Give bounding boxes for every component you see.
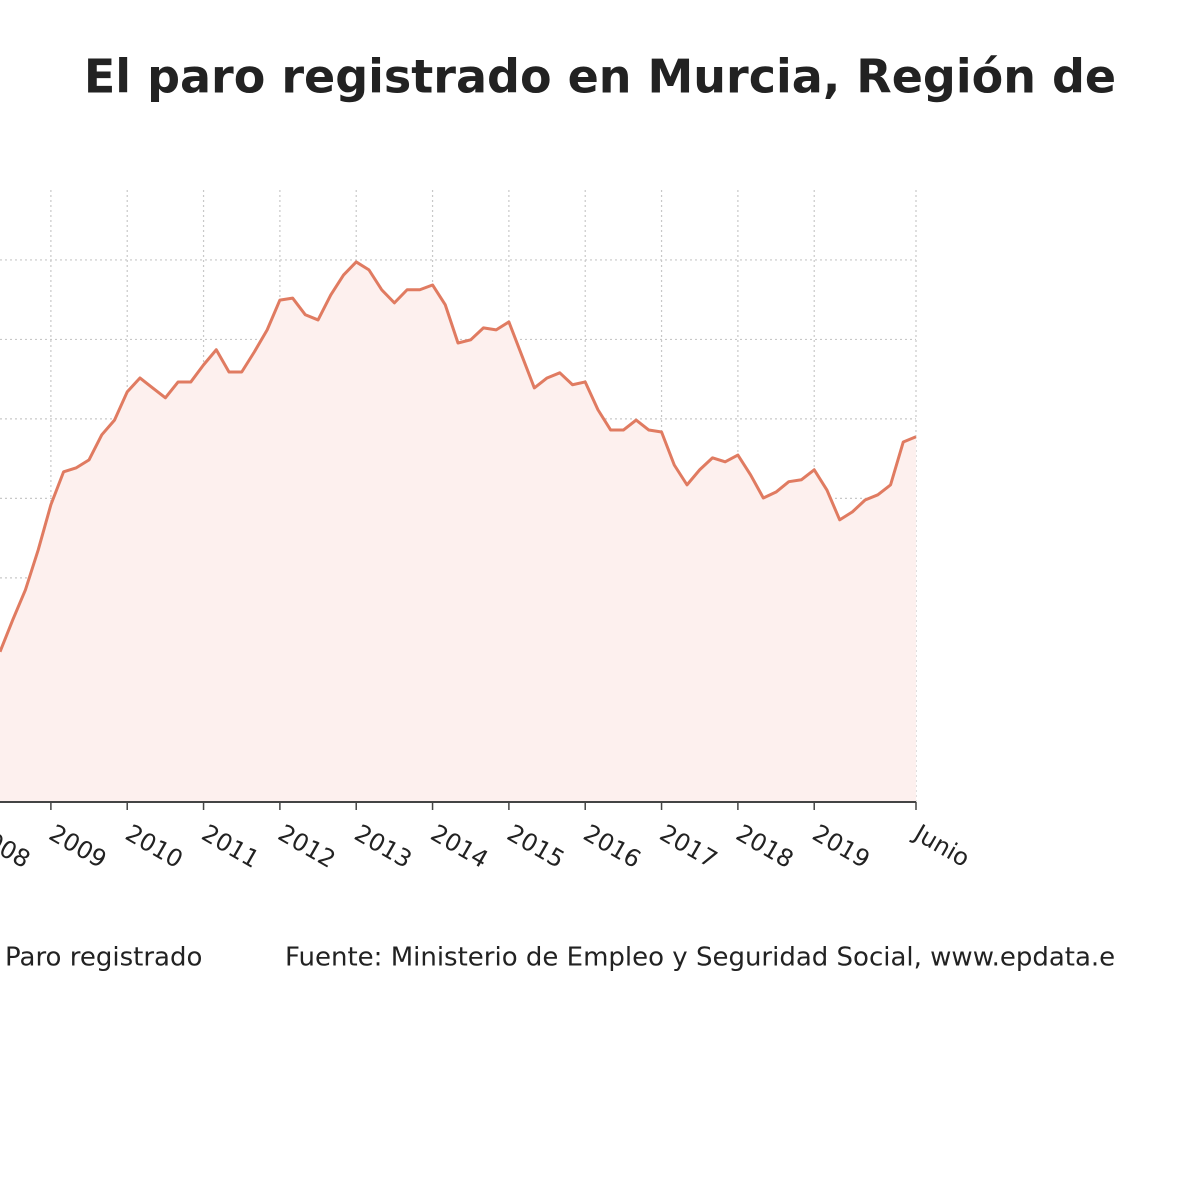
x-tick-label: Junio (908, 818, 975, 873)
x-tick-label: 2014 (426, 819, 493, 874)
x-tick-label: 2013 (350, 819, 417, 874)
x-tick-label: 2009 (44, 819, 111, 874)
x-tick-label: 2011 (197, 819, 264, 874)
x-tick-label: 2017 (655, 819, 722, 874)
x-tick-label: 2016 (579, 819, 646, 874)
chart-title: El paro registrado en Murcia, Región de (84, 50, 1116, 104)
line (0, 260, 917, 653)
x-tick-label: 2018 (731, 819, 798, 874)
legend-entry: Paro registrado (5, 943, 202, 973)
x-tick-label: 2008 (0, 819, 35, 874)
x-tick-label: 2015 (502, 819, 569, 874)
x-tick-label: 2010 (121, 819, 188, 874)
x-tick-label: 2012 (273, 819, 340, 874)
source: Fuente: Ministerio de Empleo y Seguridad… (285, 943, 1115, 973)
area (0, 261, 916, 802)
x-tick-label: 2019 (808, 819, 875, 874)
